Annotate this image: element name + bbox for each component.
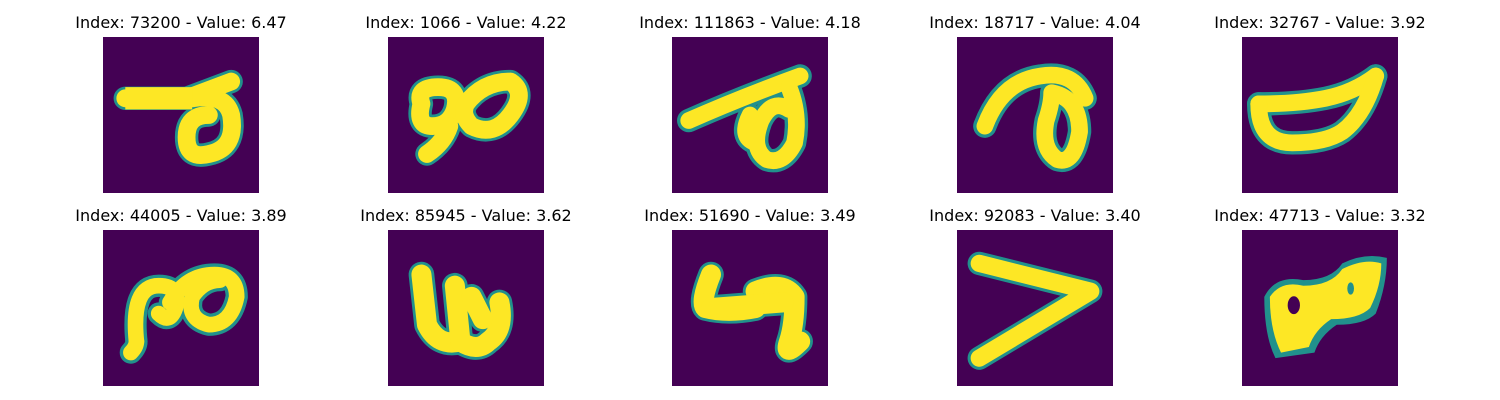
panel-title: Index: 51690 - Value: 3.49 xyxy=(644,206,856,225)
panel-title: Index: 47713 - Value: 3.32 xyxy=(1214,206,1426,225)
digit-image xyxy=(957,230,1113,386)
glyph-greater-than xyxy=(957,230,1113,386)
digit-image xyxy=(672,37,828,193)
digit-image xyxy=(103,37,259,193)
panel-title: Index: 111863 - Value: 4.18 xyxy=(639,13,861,32)
panel-title: Index: 1066 - Value: 4.22 xyxy=(365,13,567,32)
panel-title: Index: 32767 - Value: 3.92 xyxy=(1214,13,1426,32)
glyph-curved-hook xyxy=(957,37,1113,193)
image-panel: Index: 1066 - Value: 4.22 xyxy=(324,13,608,198)
panel-title: Index: 73200 - Value: 6.47 xyxy=(75,13,287,32)
panel-title: Index: 18717 - Value: 4.04 xyxy=(929,13,1141,32)
image-panel: Index: 47713 - Value: 3.32 xyxy=(1178,206,1462,391)
digit-image xyxy=(957,37,1113,193)
digit-image xyxy=(672,230,828,386)
glyph-w-shape xyxy=(388,230,544,386)
image-panel: Index: 92083 - Value: 3.40 xyxy=(893,206,1177,391)
image-panel: Index: 73200 - Value: 6.47 xyxy=(39,13,323,198)
glyph-filled-blob xyxy=(1242,230,1398,386)
panel-title: Index: 44005 - Value: 3.89 xyxy=(75,206,287,225)
digit-image xyxy=(1242,37,1398,193)
digit-image xyxy=(388,37,544,193)
image-panel: Index: 51690 - Value: 3.49 xyxy=(608,206,892,391)
digit-image xyxy=(103,230,259,386)
image-panel: Index: 111863 - Value: 4.18 xyxy=(608,13,892,198)
glyph-hooked-loop xyxy=(103,37,259,193)
digit-image xyxy=(1242,230,1398,386)
image-panel: Index: 32767 - Value: 3.92 xyxy=(1178,13,1462,198)
panel-title: Index: 92083 - Value: 3.40 xyxy=(929,206,1141,225)
glyph-double-loop-tail xyxy=(103,230,259,386)
image-panel: Index: 18717 - Value: 4.04 xyxy=(893,13,1177,198)
glyph-bowl xyxy=(1242,37,1398,193)
glyph-four-shape xyxy=(672,230,828,386)
glyph-double-loop xyxy=(388,37,544,193)
image-panel: Index: 85945 - Value: 3.62 xyxy=(324,206,608,391)
digit-image xyxy=(388,230,544,386)
image-panel: Index: 44005 - Value: 3.89 xyxy=(39,206,323,391)
glyph-slanted-loop xyxy=(672,37,828,193)
panel-title: Index: 85945 - Value: 3.62 xyxy=(360,206,572,225)
